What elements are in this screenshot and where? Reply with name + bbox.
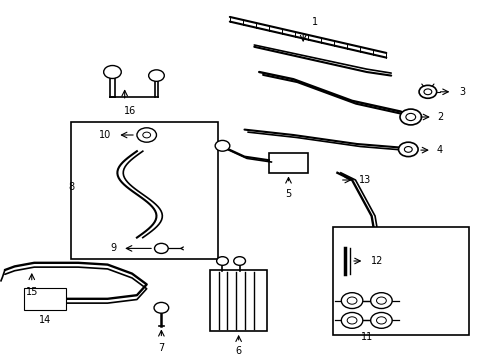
Circle shape: [404, 147, 411, 152]
Circle shape: [154, 302, 168, 313]
Text: 11: 11: [360, 332, 372, 342]
Bar: [332, 227, 468, 335]
Text: 2: 2: [437, 112, 443, 122]
Text: 13: 13: [359, 175, 371, 185]
Bar: [24, 288, 66, 310]
Text: 6: 6: [235, 346, 241, 356]
Text: 7: 7: [158, 343, 164, 353]
Circle shape: [423, 89, 431, 95]
Circle shape: [346, 317, 356, 324]
Circle shape: [341, 293, 362, 309]
Circle shape: [370, 293, 391, 309]
Circle shape: [370, 312, 391, 328]
Circle shape: [405, 113, 415, 121]
Circle shape: [154, 243, 168, 253]
Text: 12: 12: [370, 256, 382, 266]
Circle shape: [376, 317, 386, 324]
Text: 16: 16: [123, 106, 136, 116]
Text: 8: 8: [68, 182, 74, 192]
Circle shape: [215, 140, 229, 151]
Text: 9: 9: [110, 243, 116, 253]
Circle shape: [398, 142, 417, 157]
Circle shape: [103, 66, 121, 78]
Circle shape: [148, 70, 164, 81]
Circle shape: [399, 109, 421, 125]
Circle shape: [418, 85, 436, 98]
Text: 14: 14: [39, 315, 51, 325]
Circle shape: [346, 297, 356, 304]
Text: 1: 1: [312, 17, 318, 27]
Circle shape: [376, 297, 386, 304]
Circle shape: [341, 312, 362, 328]
Text: 5: 5: [285, 189, 291, 199]
Circle shape: [142, 132, 150, 138]
Text: 10: 10: [99, 130, 111, 140]
Bar: [210, 270, 266, 331]
Circle shape: [216, 257, 228, 265]
Bar: [71, 122, 217, 259]
Text: 15: 15: [25, 287, 38, 297]
Circle shape: [233, 257, 245, 265]
Text: 3: 3: [459, 87, 465, 97]
Text: 4: 4: [435, 145, 442, 155]
Bar: [268, 153, 307, 173]
Circle shape: [137, 128, 156, 142]
